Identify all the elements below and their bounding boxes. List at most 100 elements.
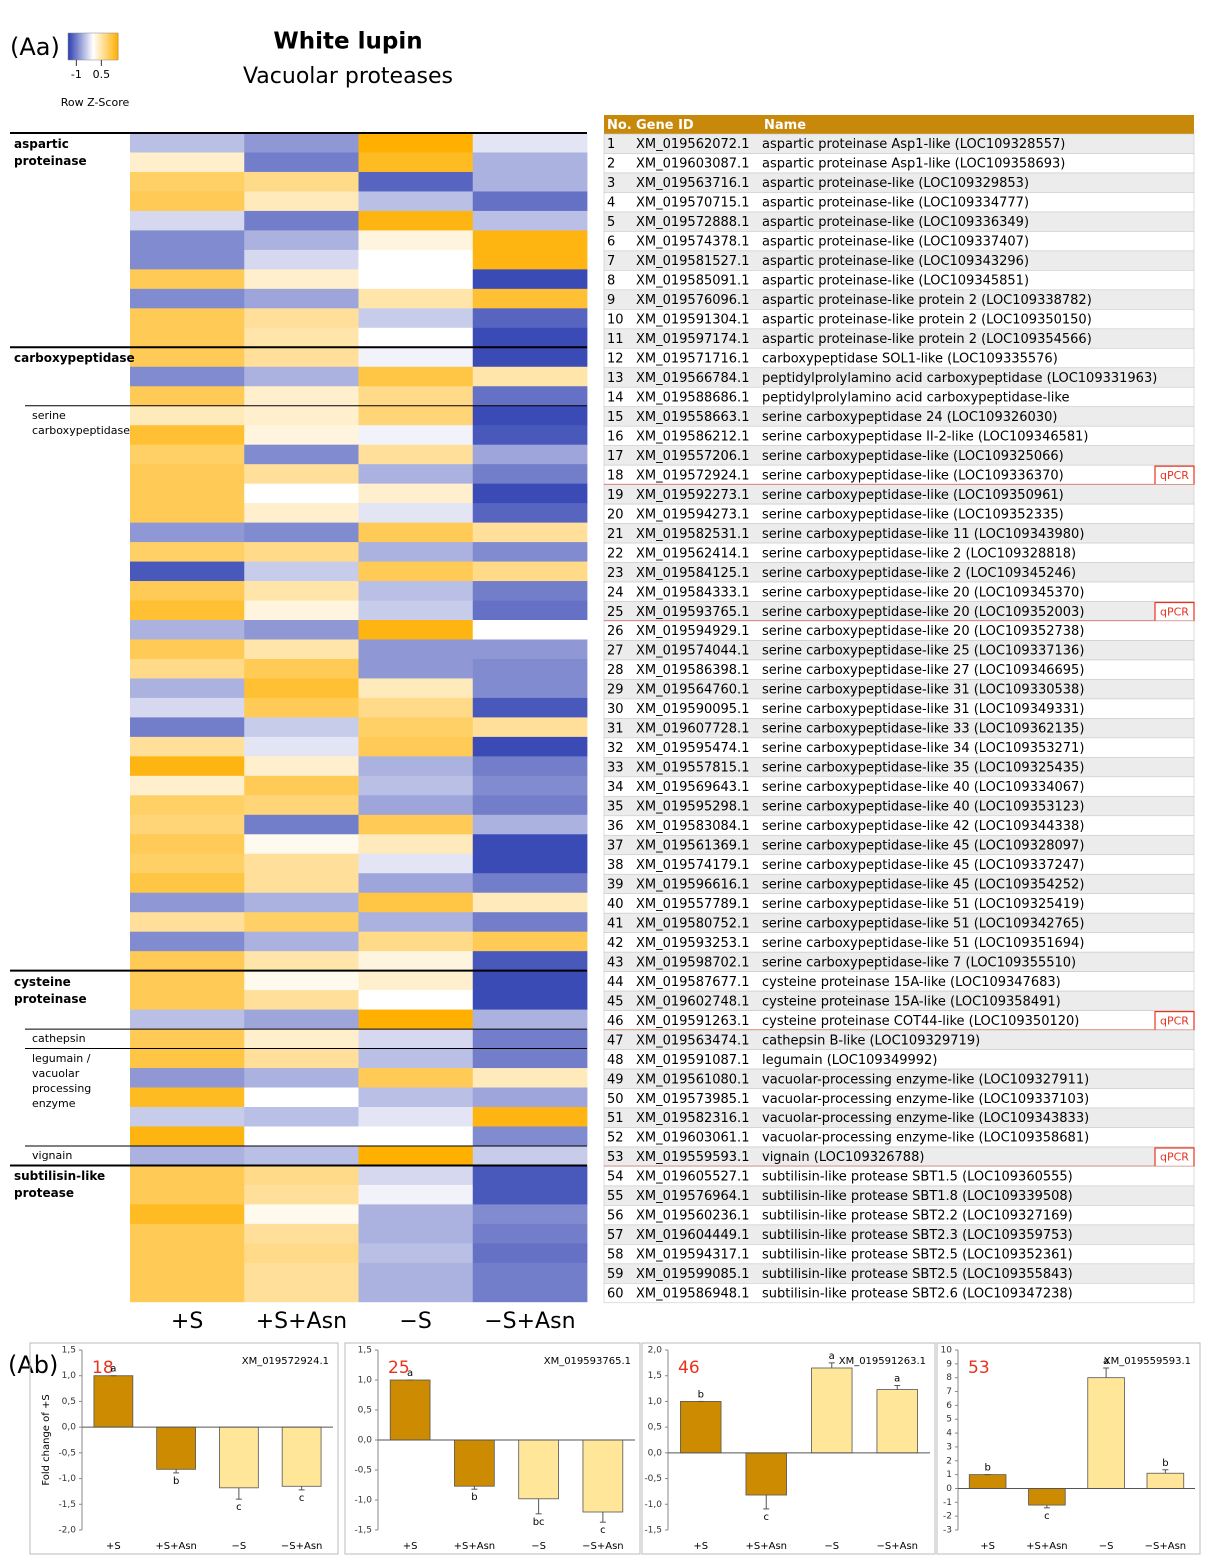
heatmap-cell bbox=[244, 1087, 359, 1108]
gene-id: XM_019593253.1 bbox=[636, 936, 749, 951]
gene-id: XM_019586212.1 bbox=[636, 429, 749, 444]
subgroup-label: cathepsin bbox=[32, 1032, 86, 1046]
gene-id: XM_019594929.1 bbox=[636, 624, 749, 639]
heatmap-cell bbox=[358, 444, 474, 465]
gene-id: XM_019605527.1 bbox=[636, 1170, 749, 1185]
heatmap-cell bbox=[244, 620, 359, 640]
row-number: 28 bbox=[607, 663, 624, 678]
gene-id: XM_019581527.1 bbox=[636, 254, 749, 269]
heatmap-cell bbox=[358, 678, 474, 699]
gene-id: XM_019569643.1 bbox=[636, 780, 749, 795]
heatmap-cell bbox=[358, 230, 474, 251]
gene-name: subtilisin-like protease SBT2.2 (LOC1093… bbox=[762, 1209, 1073, 1224]
heatmap-cell bbox=[130, 230, 245, 251]
significance-letter: c bbox=[299, 1493, 305, 1504]
heatmap-cell bbox=[244, 795, 359, 816]
heatmap-cell bbox=[244, 1048, 359, 1069]
heatmap-cell bbox=[244, 133, 359, 153]
heatmap-cell bbox=[244, 931, 359, 952]
heatmap-cell bbox=[472, 697, 588, 718]
row-number: 49 bbox=[607, 1072, 624, 1087]
heatmap-cell bbox=[358, 1009, 474, 1030]
heatmap-cell bbox=[244, 853, 359, 874]
x-tick-label: −S+Asn bbox=[582, 1541, 624, 1552]
heatmap-cell bbox=[358, 522, 474, 543]
y-tick-label: -1 bbox=[943, 1498, 952, 1508]
heatmap-cell bbox=[130, 133, 245, 153]
significance-letter: c bbox=[764, 1512, 770, 1523]
heatmap-cell bbox=[130, 366, 245, 387]
heatmap-cell bbox=[358, 1029, 474, 1049]
gene-name: serine carboxypeptidase-like 51 (LOC1093… bbox=[762, 936, 1084, 951]
gene-name: vacuolar-processing enzyme-like (LOC1093… bbox=[762, 1111, 1089, 1126]
heatmap-cell bbox=[244, 1145, 359, 1166]
heatmap-cell bbox=[472, 171, 588, 192]
colorbar-segment bbox=[80, 33, 83, 60]
colorbar-segment bbox=[71, 33, 74, 60]
gene-name: serine carboxypeptidase-like 27 (LOC1093… bbox=[762, 663, 1084, 678]
significance-letter: a bbox=[407, 1368, 413, 1379]
heatmap-cell bbox=[358, 1107, 474, 1127]
group-label: cysteine proteinase bbox=[14, 974, 87, 1006]
heatmap-cell bbox=[130, 873, 245, 894]
row-number: 45 bbox=[607, 994, 624, 1009]
gene-name: aspartic proteinase-like protein 2 (LOC1… bbox=[762, 313, 1092, 328]
row-number: 38 bbox=[607, 858, 624, 873]
gene-id: XM_019586948.1 bbox=[636, 1287, 749, 1302]
gene-id: XM_019558663.1 bbox=[636, 410, 749, 425]
heatmap-cell bbox=[472, 425, 588, 446]
heatmap-cell bbox=[358, 775, 474, 796]
row-number: 59 bbox=[607, 1267, 624, 1282]
heatmap-cell bbox=[358, 1223, 474, 1244]
gene-name: subtilisin-like protease SBT2.6 (LOC1093… bbox=[762, 1287, 1073, 1302]
heatmap-cell bbox=[130, 1262, 245, 1283]
heatmap-cell bbox=[472, 853, 588, 874]
gene-id: XM_019603087.1 bbox=[636, 157, 749, 172]
colorbar-segment bbox=[90, 33, 93, 60]
heatmap-cell bbox=[244, 269, 359, 290]
gene-name: serine carboxypeptidase-like 34 (LOC1093… bbox=[762, 741, 1084, 756]
gene-id: XM_019591087.1 bbox=[636, 1053, 749, 1068]
heatmap-cell bbox=[244, 1068, 359, 1088]
qpcr-tag: qPCR bbox=[1160, 1014, 1189, 1027]
bar bbox=[156, 1426, 196, 1470]
x-tick-label: −S+Asn bbox=[877, 1541, 919, 1552]
heatmap-cell bbox=[472, 678, 588, 699]
row-number: 6 bbox=[607, 235, 615, 250]
heatmap-cell bbox=[244, 425, 359, 446]
heatmap-cell bbox=[358, 795, 474, 816]
heatmap-cell bbox=[130, 1282, 245, 1303]
row-number: 11 bbox=[607, 332, 624, 347]
heatmap-cell bbox=[358, 1145, 474, 1166]
colorbar-segment bbox=[98, 33, 100, 60]
y-tick-label: 1,5 bbox=[648, 1371, 662, 1381]
heatmap-cell bbox=[358, 756, 474, 777]
x-tick-label: −S+Asn bbox=[281, 1541, 323, 1552]
heatmap-cell bbox=[244, 249, 359, 270]
x-tick-label: +S bbox=[693, 1541, 708, 1552]
gene-id: XM_019559593.1 bbox=[636, 1150, 749, 1165]
y-tick-label: -1,0 bbox=[644, 1500, 662, 1510]
heatmap-cell bbox=[358, 931, 474, 952]
gene-id: XM_019574179.1 bbox=[636, 858, 749, 873]
row-number: 13 bbox=[607, 371, 624, 386]
colorbar-segment bbox=[114, 33, 116, 60]
y-tick-label: -0,5 bbox=[354, 1466, 372, 1476]
gene-id: XM_019572924.1 bbox=[636, 468, 749, 483]
heatmap-cell bbox=[244, 1184, 359, 1205]
y-tick-label: -2 bbox=[943, 1512, 952, 1522]
heatmap-cell bbox=[244, 327, 359, 348]
heatmap-cell bbox=[244, 951, 359, 972]
gene-name: serine carboxypeptidase-like 11 (LOC1093… bbox=[762, 527, 1084, 542]
row-number: 57 bbox=[607, 1228, 624, 1243]
y-tick-label: 1 bbox=[946, 1470, 952, 1480]
gene-id: XM_019604449.1 bbox=[636, 1228, 749, 1243]
gene-id: XM_019574378.1 bbox=[636, 235, 749, 250]
gene-id: XM_019557789.1 bbox=[636, 897, 749, 912]
bar bbox=[1146, 1472, 1185, 1489]
colorbar-segment bbox=[95, 33, 98, 60]
y-tick-label: 0,0 bbox=[648, 1448, 663, 1458]
heatmap-cell bbox=[130, 814, 245, 835]
heatmap-cell bbox=[472, 249, 588, 270]
heatmap-cell bbox=[472, 133, 588, 153]
